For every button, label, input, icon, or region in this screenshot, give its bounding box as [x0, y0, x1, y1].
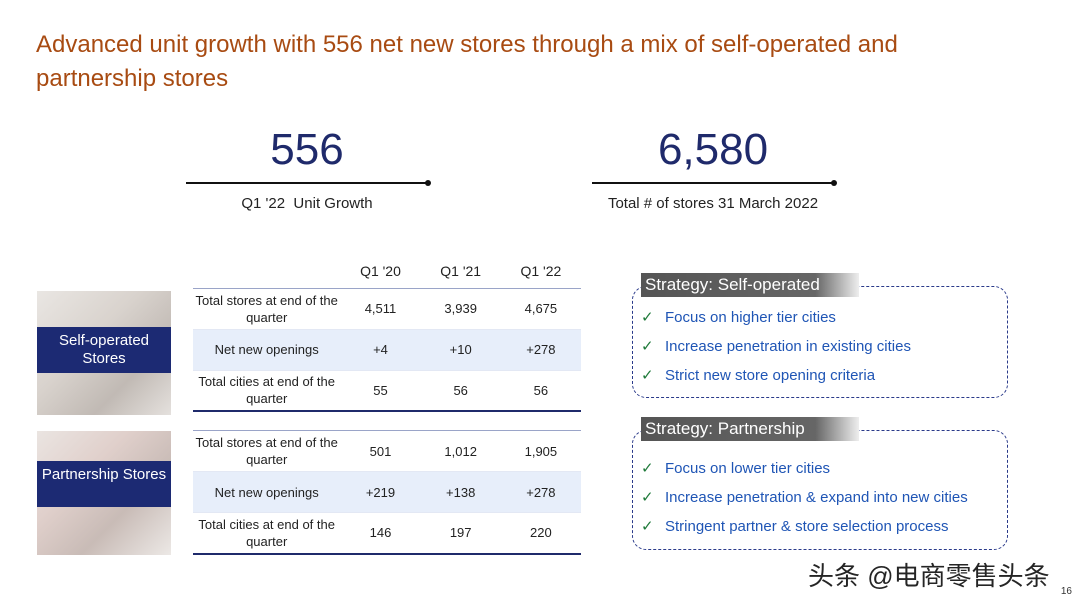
cell-value: 55: [373, 382, 388, 398]
kpi-unit-growth: 556 Q1 '22 Unit Growth: [186, 125, 431, 212]
kpi-divider: [592, 180, 837, 186]
table-header-row: Q1 '20 Q1 '21 Q1 '22: [193, 254, 581, 288]
strategy-item: ✓ Stringent partner & store selection pro…: [641, 517, 948, 535]
row-label: Total cities at end of the quarter: [198, 374, 335, 407]
check-icon: ✓: [641, 309, 654, 326]
strategy-item-text: Stringent partner & store selection proc…: [665, 518, 949, 535]
page-number: 16: [1060, 586, 1072, 597]
strategy-heading: Strategy: Partnership: [641, 417, 859, 441]
check-icon: ✓: [641, 367, 654, 384]
cell-value: 1,905: [524, 443, 558, 459]
strategy-item: ✓ Increase penetration in existing cities: [641, 337, 911, 355]
strategy-heading: Strategy: Self-operated: [641, 273, 859, 297]
table-header: Q1 '22: [520, 262, 562, 279]
self-operated-table: Q1 '20 Q1 '21 Q1 '22 Total stores at end…: [193, 254, 581, 412]
segment-label-partnership: Partnership Stores: [37, 461, 171, 507]
partnership-table: Total stores at end of the quarter 501 1…: [193, 430, 581, 555]
kpi-total-stores: 6,580 Total # of stores 31 March 2022: [592, 125, 837, 212]
strategy-item: ✓ Focus on higher tier cities: [641, 308, 836, 326]
cell-value: 3,939: [444, 301, 477, 316]
check-icon: ✓: [641, 489, 654, 506]
kpi-divider: [186, 180, 431, 186]
cell-value: +10: [449, 342, 472, 357]
strategy-item: ✓ Strict new store opening criteria: [641, 366, 875, 384]
slide-title: Advanced unit growth with 556 net new st…: [36, 31, 898, 92]
cell-value: 220: [530, 525, 552, 541]
table-row: Total cities at end of the quarter 146 1…: [193, 512, 581, 554]
cell-value: +4: [373, 342, 388, 357]
segment-label-self-operated: Self-operated Stores: [37, 327, 171, 373]
check-icon: ✓: [641, 338, 654, 355]
row-label: Net new openings: [214, 342, 319, 357]
cell-value: 4,511: [364, 301, 397, 316]
kpi-total-stores-value: 6,580: [657, 125, 769, 174]
cell-value: 56: [453, 382, 468, 398]
strategy-item: ✓ Focus on lower tier cities: [641, 459, 830, 477]
row-label: Total stores at end of the quarter: [195, 292, 338, 325]
row-label: Total stores at end of the quarter: [195, 435, 338, 467]
row-label: Total cities at end of the quarter: [198, 516, 335, 549]
strategy-item-text: Focus on higher tier cities: [665, 309, 836, 326]
table-row: Total stores at end of the quarter 501 1…: [193, 430, 581, 472]
table-row: Net new openings +4 +10 +278: [193, 329, 581, 370]
cell-value: 56: [533, 382, 549, 398]
cell-value: +278: [526, 484, 556, 500]
strategy-item-text: Strict new store opening criteria: [665, 367, 876, 384]
cell-value: +278: [526, 342, 556, 357]
table-row: Total cities at end of the quarter 55 56…: [193, 370, 581, 411]
strategy-item-text: Increase penetration in existing cities: [665, 338, 911, 355]
table-row: Total stores at end of the quarter 4,511…: [193, 288, 581, 329]
table-row: Net new openings +219 +138 +278: [193, 471, 581, 513]
kpi-unit-growth-caption: Q1 '22 Unit Growth: [241, 195, 373, 212]
cell-value: 1,012: [444, 443, 477, 459]
table-header: Q1 '21: [440, 262, 482, 279]
row-label: Net new openings: [214, 484, 319, 500]
cell-value: 4,675: [524, 301, 558, 316]
kpi-total-stores-caption: Total # of stores 31 March 2022: [607, 195, 819, 212]
kpi-unit-growth-value: 556: [270, 125, 344, 174]
cell-value: +219: [365, 484, 396, 500]
strategy-item: ✓ Increase penetration & expand into new …: [641, 488, 968, 506]
strategy-item-text: Focus on lower tier cities: [665, 460, 831, 477]
cell-value: 197: [449, 525, 472, 541]
cell-value: +138: [446, 484, 476, 500]
strategy-item-text: Increase penetration & expand into new c…: [665, 489, 968, 506]
watermark: 头条 @电商零售头条: [808, 561, 1050, 591]
check-icon: ✓: [641, 460, 654, 477]
table-header: Q1 '20: [360, 262, 401, 279]
cell-value: 501: [369, 443, 392, 459]
cell-value: 146: [369, 525, 392, 541]
table-header-blank: [193, 254, 340, 288]
check-icon: ✓: [641, 518, 654, 535]
